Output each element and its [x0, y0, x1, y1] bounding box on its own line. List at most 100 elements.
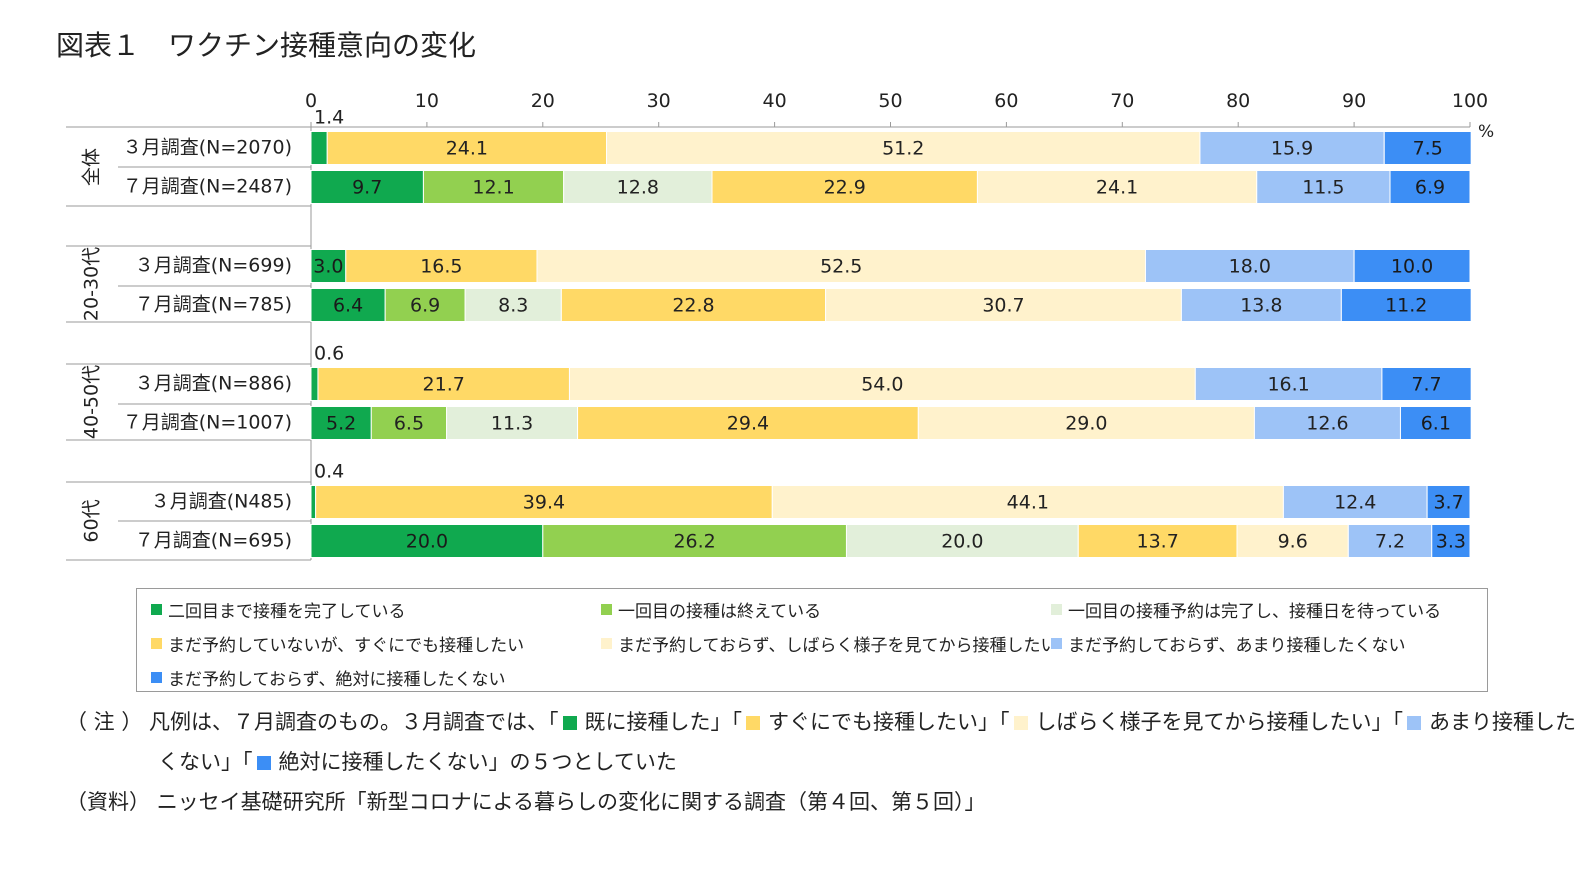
bar-segment: [711, 170, 978, 204]
bar-segment: [771, 485, 1284, 519]
legend-label: まだ予約しておらず、絶対に接種したくない: [168, 670, 506, 690]
legend-label: まだ予約しておらず、しばらく様子を見てから接種したい: [618, 636, 1058, 656]
data-label: 6.5: [394, 413, 424, 435]
group-label: 40-50代: [81, 365, 103, 439]
bar-segment: [536, 249, 1146, 283]
x-tick-label: 90: [1342, 90, 1366, 112]
stacked-bar-chart: 0 10 20 30 40 50 60 70 80 90 100% 全体 ３月調査(N=2070) 24.…: [66, 90, 1494, 561]
bar-segment: [345, 249, 538, 283]
legend-swatch: [151, 638, 162, 649]
legend-label: 一回目の接種予約は完了し、接種日を待っている: [1068, 602, 1442, 622]
data-label: 29.4: [727, 413, 769, 435]
data-label: 13.7: [1136, 531, 1178, 553]
bar-segment: [310, 131, 328, 165]
data-label: 12.4: [1334, 492, 1376, 514]
bar-segment: [315, 485, 773, 519]
note-item-5: 絶対に接種したくない」の５つとしていた: [278, 750, 677, 774]
bar-segment: [1399, 406, 1472, 440]
x-tick-label: 30: [647, 90, 671, 112]
x-tick-label: 10: [415, 90, 439, 112]
legend-swatch: [151, 672, 162, 683]
chart-title: 図表１ ワクチン接種意向の変化: [56, 29, 477, 62]
legend-item: 一回目の接種は終えている: [601, 597, 821, 622]
x-tick-label: 80: [1226, 90, 1250, 112]
data-label: 11.2: [1385, 295, 1427, 317]
data-label: 6.4: [333, 295, 363, 317]
bar-segment: [422, 170, 565, 204]
data-label: 15.9: [1271, 138, 1313, 160]
bar-segment: [310, 524, 544, 558]
row-label: ３月調査(N=699): [135, 255, 292, 277]
bar-segment: [1381, 367, 1472, 401]
note-swatch-blue: [256, 756, 271, 770]
bar-segment: [568, 367, 1196, 401]
note-item-1: 既に接種した」「: [584, 710, 743, 734]
data-label-outside: 0.4: [314, 461, 344, 483]
bar-segment: [1347, 524, 1433, 558]
x-tick-label: 70: [1110, 90, 1134, 112]
bar-segment: [1353, 249, 1471, 283]
note-prefix: （ 注 ）: [66, 710, 143, 734]
bar-segment: [310, 485, 317, 519]
legend-label: まだ予約しておらず、あまり接種したくない: [1068, 636, 1406, 656]
data-label: 44.1: [1007, 492, 1049, 514]
data-label: 7.2: [1375, 531, 1405, 553]
bar-segment: [1077, 524, 1238, 558]
legend-label: 二回目まで接種を完了している: [168, 602, 406, 622]
data-label: 20.0: [406, 531, 448, 553]
bar-segment: [917, 406, 1255, 440]
bar-segment: [1144, 249, 1355, 283]
data-label: 16.1: [1267, 374, 1309, 396]
note-item-4: あまり接種した: [1429, 710, 1577, 734]
row-label: ３月調査(N=886): [135, 373, 292, 395]
data-label: 7.7: [1411, 374, 1441, 396]
row-label: ７月調査(N=2487): [123, 176, 292, 198]
bar-segment: [976, 170, 1258, 204]
note-swatch-lightblue: [1407, 716, 1422, 730]
data-label: 21.7: [423, 374, 465, 396]
row-label: ７月調査(N=695): [135, 530, 292, 552]
data-label: 6.1: [1421, 413, 1451, 435]
row-label: ３月調査(N=2070): [123, 137, 292, 159]
bar-segment: [1431, 524, 1471, 558]
bar-segment: [606, 131, 1201, 165]
note-line-2: くない」「 絶対に接種したくない」の５つとしていた: [158, 746, 677, 776]
legend-label: まだ予約していないが、すぐにでも接種したい: [168, 636, 525, 656]
source-line: （資料） ニッセイ基礎研究所「新型コロナによる暮らしの変化に関する調査（第４回、…: [66, 786, 986, 816]
bar-segment: [1194, 367, 1383, 401]
bar-segment: [310, 367, 319, 401]
note-swatch-green: [562, 716, 577, 730]
legend-label: 一回目の接種は終えている: [618, 602, 822, 622]
data-label: 12.6: [1306, 413, 1348, 435]
bar-segment: [326, 131, 608, 165]
bar-segment: [310, 249, 347, 283]
note-swatch-cream: [1013, 716, 1028, 730]
data-label: 24.1: [1096, 177, 1138, 199]
bar-segment: [560, 288, 827, 322]
bar-segment: [310, 406, 372, 440]
source-prefix: （資料）: [66, 790, 150, 814]
x-tick-label: 0: [305, 90, 317, 112]
bar-segment: [317, 367, 570, 401]
group-label: 全体: [81, 148, 103, 186]
row-label: ７月調査(N=1007): [123, 412, 292, 434]
data-label-outside: 1.4: [314, 107, 344, 129]
bar-segment: [1389, 170, 1471, 204]
note-line-1: （ 注 ） 凡例は、７月調査のもの。３月調査では、「 既に接種した」「 すぐにでも接…: [66, 706, 1576, 736]
note-text: 凡例は、７月調査のもの。３月調査では、「: [149, 710, 559, 734]
data-label: 16.5: [420, 256, 462, 278]
source-text: ニッセイ基礎研究所「新型コロナによる暮らしの変化に関する調査（第４回、第５回）」: [156, 790, 986, 814]
group-label: 20-30代: [81, 247, 103, 321]
data-label: 6.9: [1415, 177, 1445, 199]
bar-segment: [446, 406, 579, 440]
bar-segment: [1253, 406, 1401, 440]
legend-swatch: [1051, 638, 1062, 649]
bar-segment: [542, 524, 847, 558]
data-label: 9.6: [1278, 531, 1308, 553]
data-label-outside: 0.6: [314, 343, 344, 365]
data-label: 52.5: [820, 256, 862, 278]
x-unit-label: %: [1478, 122, 1494, 142]
legend-item: 二回目まで接種を完了している: [151, 597, 406, 622]
data-label: 26.2: [673, 531, 715, 553]
x-tick-label: 60: [994, 90, 1018, 112]
